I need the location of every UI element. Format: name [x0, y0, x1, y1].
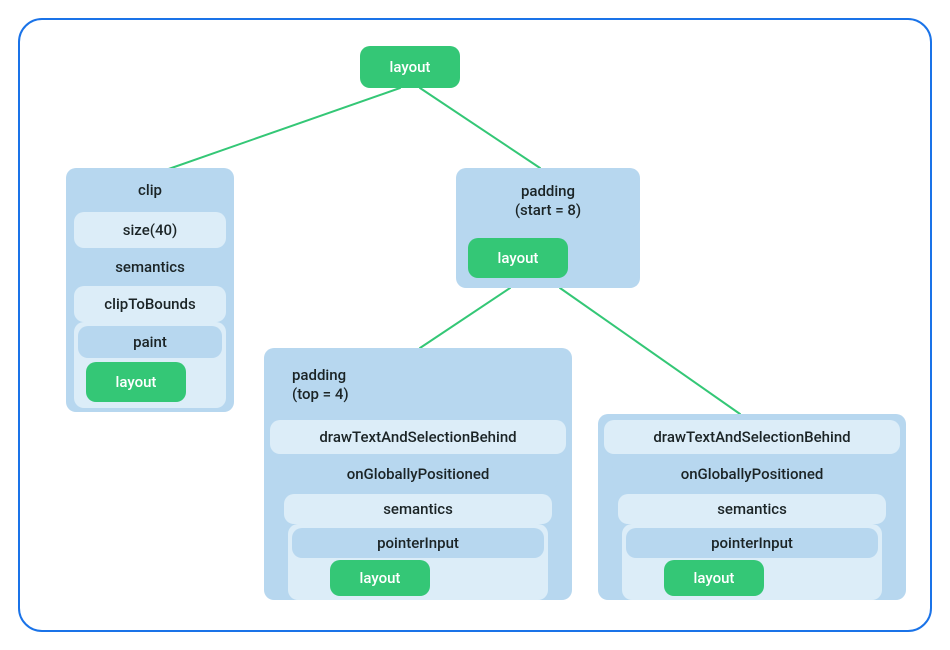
node-clipToBounds: clipToBounds: [74, 286, 226, 322]
node-paint: paint: [78, 326, 222, 358]
node-pointer_r: pointerInput: [626, 528, 878, 558]
node-drawText_m: drawTextAndSelectionBehind: [270, 420, 566, 454]
node-layout_m2: layout: [330, 560, 430, 596]
node-clip: clip: [70, 172, 230, 208]
node-drawText_r: drawTextAndSelectionBehind: [604, 420, 900, 454]
node-semantics_m: semantics: [284, 494, 552, 524]
diagram-stage: layout clip size(40) semantics clipToBounds p…: [0, 0, 950, 650]
node-pointer_m: pointerInput: [292, 528, 544, 558]
node-padding_s8: padding (start = 8): [460, 172, 636, 230]
node-ogp_r: onGloballyPositioned: [612, 458, 892, 490]
node-padding_t4: padding (top = 4): [278, 356, 428, 414]
node-ogp_m: onGloballyPositioned: [278, 458, 558, 490]
node-layout_m: layout: [468, 238, 568, 278]
node-semantics_r: semantics: [618, 494, 886, 524]
node-size40: size(40): [74, 212, 226, 248]
node-root: layout: [360, 46, 460, 88]
node-semantics_l: semantics: [78, 252, 222, 282]
node-layout_l: layout: [86, 362, 186, 402]
node-layout_r: layout: [664, 560, 764, 596]
